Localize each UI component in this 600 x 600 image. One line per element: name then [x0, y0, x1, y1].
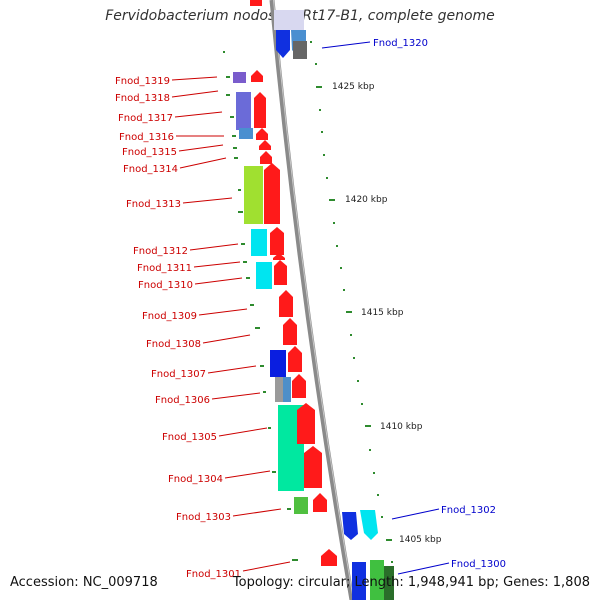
gene-label: Fnod_1307 [151, 369, 206, 380]
gene-label: Fnod_1310 [138, 280, 193, 291]
gene-label: Fnod_1308 [146, 339, 201, 350]
gene-arrow [254, 92, 266, 128]
gene-box-1319 [233, 72, 246, 83]
scale-label: 1425 kbp [332, 82, 375, 92]
gene-label: Fnod_1305 [162, 432, 217, 443]
gene-label: Fnod_1309 [142, 311, 197, 322]
scale-label: 1420 kbp [345, 195, 388, 205]
right-leader-lines [321, 41, 450, 575]
gene-box-1313 [244, 166, 263, 224]
left-leader-lines [171, 76, 291, 572]
gene-label: Fnod_1313 [126, 199, 181, 210]
gene-box-1300b [370, 560, 384, 600]
scale-label: 1405 kbp [399, 535, 442, 545]
gene-arrow [264, 163, 280, 224]
scale-label: 1410 kbp [380, 422, 423, 432]
gene-label: Fnod_1304 [168, 474, 223, 485]
gene-box-1320c [293, 41, 307, 59]
gene-label: Fnod_1303 [176, 512, 231, 523]
gene-box-1306b [283, 377, 291, 402]
gene-arrow [250, 0, 262, 6]
gene-label: Fnod_1306 [155, 395, 210, 406]
gene-arrow [274, 260, 287, 285]
gene-arrow [260, 151, 272, 164]
gene-arrow [297, 403, 315, 444]
gene-arrow [270, 227, 284, 255]
gene-arrow [292, 374, 306, 398]
gene-label: Fnod_1311 [137, 263, 192, 274]
gene-arrow [321, 549, 337, 566]
gene-arrows [250, 0, 337, 566]
gene-label: Fnod_1302 [441, 505, 496, 516]
gene-box-1300a [352, 562, 366, 600]
gene-label: Fnod_1319 [115, 76, 170, 87]
gene-box-1300c [384, 566, 394, 600]
gene-arrow [279, 290, 293, 317]
gene-arrow [288, 346, 302, 372]
gene-box-1307 [270, 350, 286, 377]
topology-text: Topology: circular; Length: 1,948,941 bp… [232, 575, 590, 590]
gene-box-1310 [256, 262, 272, 289]
gene-arrow [256, 128, 268, 140]
accession-text: Accession: NC_009718 [10, 575, 158, 590]
scale-ticks [223, 41, 393, 563]
right-feature-boxes [274, 10, 394, 600]
gene-arrow [251, 70, 263, 82]
gene-label: Fnod_1314 [123, 164, 178, 175]
gene-arrow [313, 493, 327, 512]
gene-label: Fnod_1300 [451, 559, 506, 570]
gene-label: Fnod_1317 [118, 113, 173, 124]
gene-box-1316 [239, 128, 253, 139]
gene-label: Fnod_1318 [115, 93, 170, 104]
scale-label: 1415 kbp [361, 308, 404, 318]
gene-arrow [273, 253, 285, 260]
gene-arrow [283, 318, 297, 345]
gene-arrow [304, 446, 322, 488]
gene-box-1312 [251, 229, 267, 256]
left-feature-boxes [233, 72, 308, 514]
gene-label: Fnod_1316 [119, 132, 174, 143]
gene-label: Fnod_1301 [186, 569, 241, 580]
gene-box-1303 [294, 497, 308, 514]
gene-box-1320a [274, 10, 290, 30]
gene-label: Fnod_1312 [133, 246, 188, 257]
gene-box-1318 [236, 92, 251, 130]
gene-label: Fnod_1320 [373, 38, 428, 49]
gene-box-1320b [290, 10, 304, 30]
gene-arrow [259, 140, 271, 150]
gene-arrow-1320a [276, 30, 290, 58]
gene-arrow-1302a [342, 512, 358, 540]
gene-box-1306a [275, 377, 283, 402]
genome-backbone [269, 0, 355, 600]
gene-label: Fnod_1315 [122, 147, 177, 158]
gene-arrow-1302b [360, 510, 378, 540]
